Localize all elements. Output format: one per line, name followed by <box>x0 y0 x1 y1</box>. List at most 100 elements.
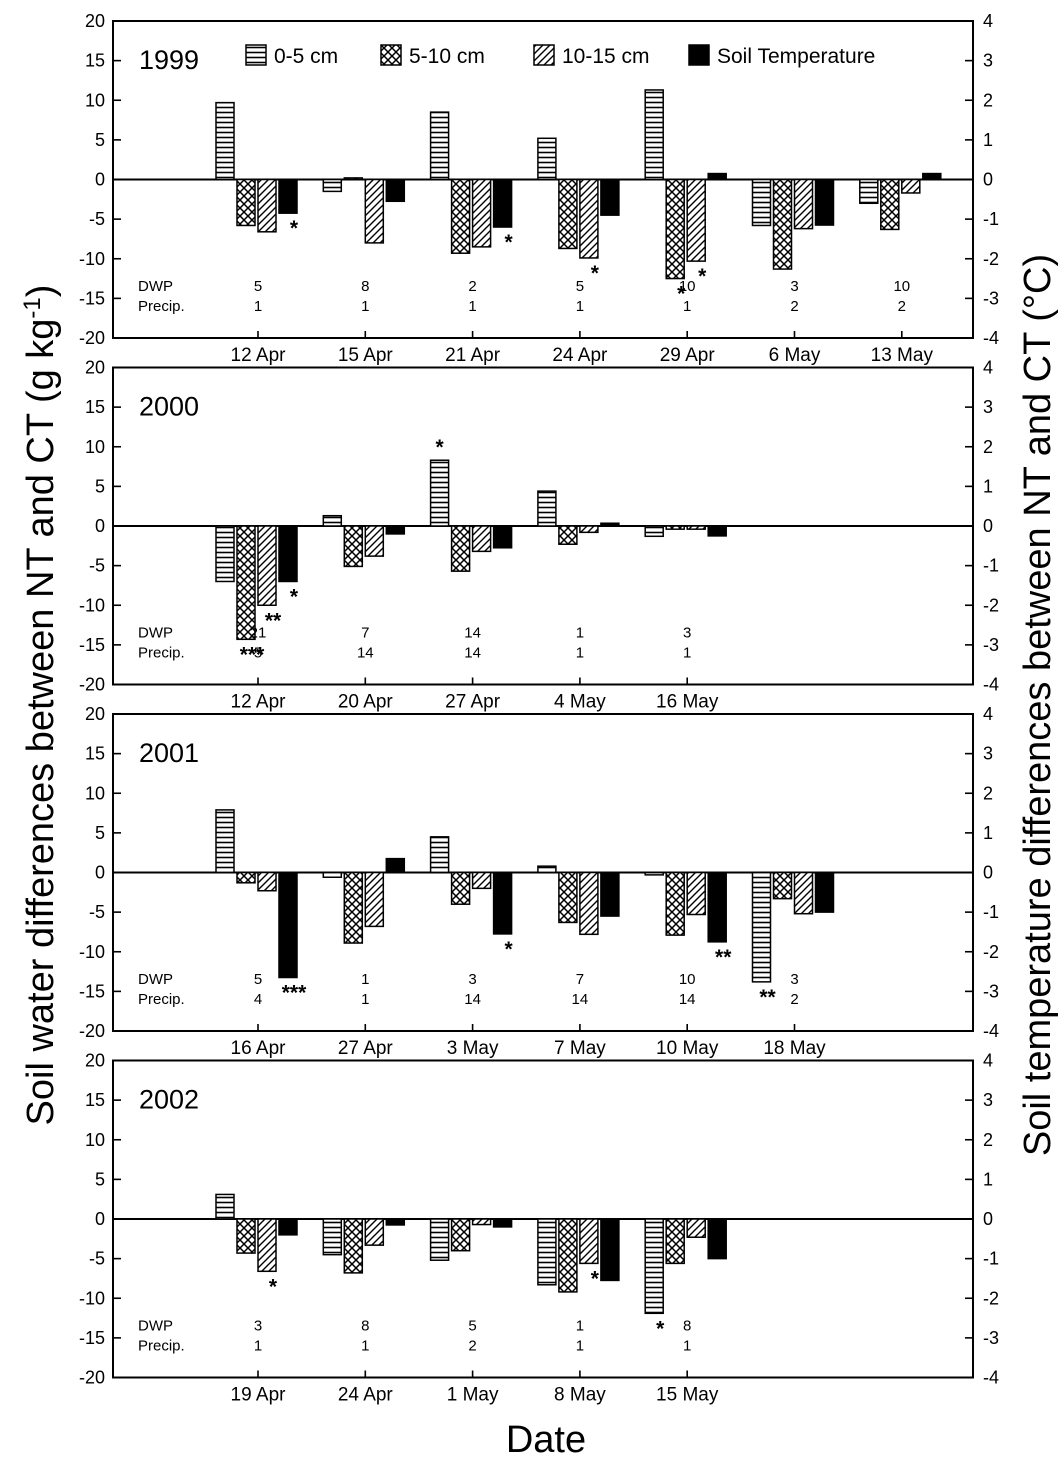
dwp-value: 2 <box>468 278 476 295</box>
dwp-value: 14 <box>464 625 481 642</box>
y-tick-label: 15 <box>85 1090 105 1110</box>
y2-tick-label: 1 <box>983 130 993 150</box>
bar-crosshatch <box>236 525 256 641</box>
x-tick-label: 27 Apr <box>338 1038 394 1059</box>
precip-value: 5 <box>254 645 262 662</box>
y-tick-label: -10 <box>79 942 105 962</box>
y2-tick-label: -4 <box>983 328 999 348</box>
bar-horizontal <box>644 871 664 876</box>
dwp-value: 5 <box>468 1318 476 1335</box>
significance-marker: * <box>591 262 600 285</box>
y2-tick-label: -4 <box>983 1021 999 1041</box>
bar-temperature <box>278 871 298 979</box>
precip-value: 4 <box>254 991 262 1008</box>
legend-swatch-crosshatch <box>380 44 402 66</box>
bar-temperature <box>600 871 620 917</box>
legend-label-crosshatch: 5-10 cm <box>409 45 485 68</box>
bar-temperature <box>922 172 942 181</box>
precip-value: 1 <box>361 298 369 315</box>
bar-diagonal <box>364 871 385 928</box>
dwp-value: 1 <box>576 625 584 642</box>
bar-horizontal <box>322 1218 343 1256</box>
bar-horizontal <box>429 836 450 874</box>
y2-tick-label: 2 <box>983 90 993 110</box>
y2-tick-label: -1 <box>983 902 999 922</box>
y-tick-label: 0 <box>95 1209 105 1229</box>
bar-crosshatch <box>450 525 471 572</box>
significance-marker: *** <box>282 982 307 1005</box>
bar-crosshatch <box>665 178 685 280</box>
x-tick-label: 3 May <box>447 1038 499 1059</box>
bar-diagonal <box>471 871 492 890</box>
precip-value: 2 <box>790 991 798 1008</box>
bar-horizontal <box>429 459 450 527</box>
dwp-value: 7 <box>361 625 369 642</box>
bar-horizontal <box>322 514 343 527</box>
dwp-value: 5 <box>576 278 584 295</box>
bar-temperature <box>278 178 298 214</box>
y-tick-label: -20 <box>79 675 105 695</box>
y2-tick-label: 3 <box>983 397 993 417</box>
bar-temperature <box>600 178 620 216</box>
x-tick-label: 27 Apr <box>445 692 501 713</box>
y2-tick-label: 3 <box>983 744 993 764</box>
significance-marker: ** <box>759 986 776 1009</box>
legend-swatch-temperature <box>688 44 710 66</box>
dwp-value: 3 <box>790 971 798 988</box>
precip-value: 1 <box>576 298 584 315</box>
precip-row-label: Precip. <box>138 1338 185 1355</box>
precip-value: 1 <box>361 991 369 1008</box>
panel-year-label: 2002 <box>139 1085 199 1115</box>
y-tick-label: -10 <box>79 249 105 269</box>
y2-tick-label: -3 <box>983 288 999 308</box>
y-tick-label: 10 <box>85 1130 105 1150</box>
dwp-value: 7 <box>576 971 584 988</box>
y2-tick-label: 3 <box>983 1090 993 1110</box>
y-tick-label: 20 <box>85 358 105 378</box>
precip-row-label: Precip. <box>138 645 185 662</box>
bar-temperature <box>492 1218 513 1228</box>
precip-value: 1 <box>576 645 584 662</box>
bar-horizontal <box>751 871 772 983</box>
dwp-value: 3 <box>790 278 798 295</box>
bar-diagonal <box>579 871 599 936</box>
bar-horizontal <box>644 525 664 538</box>
y2-tick-label: 0 <box>983 516 993 536</box>
bar-horizontal <box>537 490 557 527</box>
x-tick-label: 18 May <box>763 1038 826 1059</box>
dwp-value: 3 <box>683 625 691 642</box>
significance-marker: * <box>591 1267 600 1290</box>
y2-tick-label: 2 <box>983 437 993 457</box>
bar-diagonal <box>579 525 599 534</box>
y-tick-label: 5 <box>95 476 105 496</box>
bar-crosshatch <box>665 525 685 530</box>
y-tick-label: 20 <box>85 704 105 724</box>
y-tick-label: 10 <box>85 437 105 457</box>
bar-diagonal <box>257 178 277 233</box>
dwp-row-label: DWP <box>138 625 173 642</box>
significance-marker: * <box>290 217 299 240</box>
bar-horizontal <box>429 111 450 181</box>
y2-tick-label: -2 <box>983 1288 999 1308</box>
bar-temperature <box>385 1218 406 1226</box>
y-tick-label: 10 <box>85 90 105 110</box>
y2-tick-label: 1 <box>983 823 993 843</box>
bar-crosshatch <box>343 871 364 944</box>
panel-year-label: 2001 <box>139 738 199 768</box>
precip-value: 1 <box>683 645 691 662</box>
dwp-value: 8 <box>361 1318 369 1335</box>
significance-marker: * <box>505 231 514 254</box>
significance-marker: * <box>656 1317 665 1340</box>
y-tick-label: -15 <box>79 635 105 655</box>
y-tick-label: -10 <box>79 1288 105 1308</box>
significance-marker: * <box>269 1275 278 1298</box>
bar-temperature <box>492 871 513 935</box>
y-tick-label: 5 <box>95 823 105 843</box>
bar-crosshatch <box>558 178 578 250</box>
bar-temperature <box>385 525 406 535</box>
panel-year-label: 2000 <box>139 392 199 422</box>
bar-temperature <box>278 525 298 583</box>
legend: 0-5 cm 5-10 cm 10-15 cm Soil Temperature <box>245 44 875 68</box>
